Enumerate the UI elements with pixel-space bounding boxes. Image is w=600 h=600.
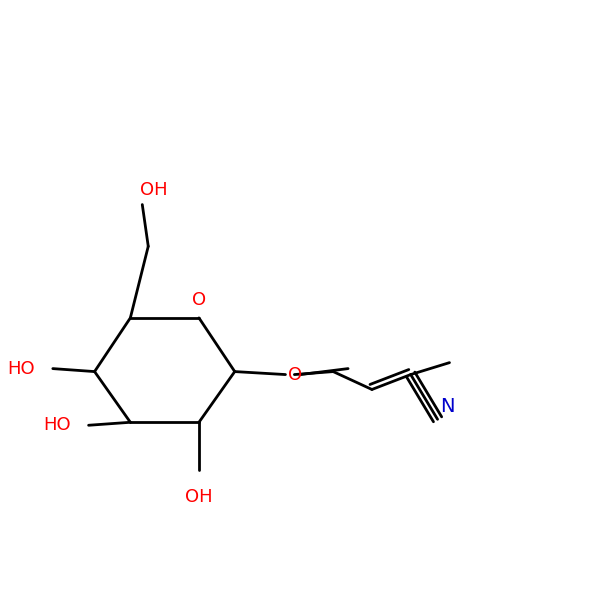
Text: HO: HO	[7, 359, 35, 377]
Text: HO: HO	[43, 416, 71, 434]
Text: OH: OH	[185, 488, 213, 506]
Text: O: O	[192, 291, 206, 309]
Text: N: N	[440, 397, 455, 416]
Text: O: O	[289, 365, 302, 383]
Text: OH: OH	[140, 181, 168, 199]
